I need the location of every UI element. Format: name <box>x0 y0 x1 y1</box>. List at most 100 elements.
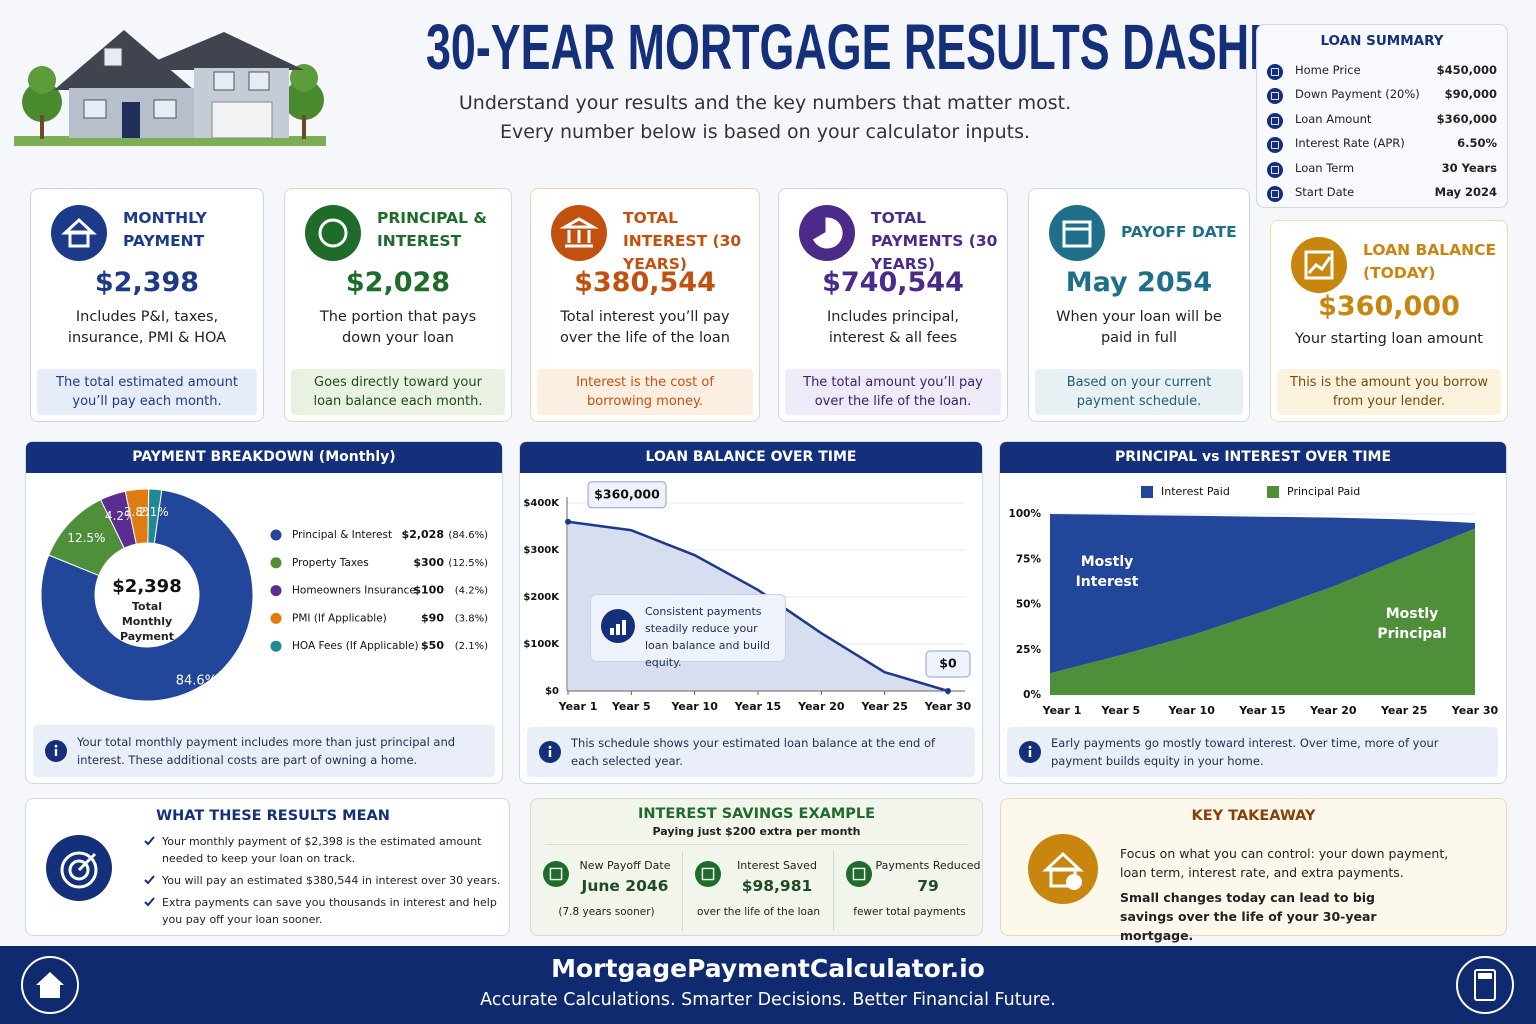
area-series <box>1050 514 1475 674</box>
x-tick-label: Year 15 <box>1238 704 1285 717</box>
summary-value: 30 Years <box>1441 160 1497 175</box>
x-tick-label: Year 25 <box>1380 704 1427 717</box>
interest-savings: INTEREST SAVINGS EXAMPLE Paying just $20… <box>530 798 983 936</box>
legend-swatch <box>270 585 282 597</box>
card-note: The total estimated amount you’ll pay ea… <box>37 369 257 415</box>
legend-swatch <box>1267 486 1279 498</box>
value-label: $360,000 <box>594 486 660 501</box>
info-note: This schedule shows your estimated loan … <box>527 727 975 777</box>
callout-text: Consistent payments steadily reduce your… <box>645 605 771 669</box>
legend-label: Principal & Interest <box>292 529 392 541</box>
x-tick-label: Year 1 <box>558 700 598 713</box>
icon <box>1049 205 1105 261</box>
section-subtitle: Paying just $200 extra per month <box>652 825 861 838</box>
metric-card: TOTAL PAYMENTS (30 YEARS) $740,544 Include… <box>778 188 1008 422</box>
bullet-text: Extra payments can save you thousands in… <box>162 896 497 926</box>
icon <box>551 205 607 261</box>
balance-line <box>567 520 949 693</box>
area-annotation: Mostly Interest <box>1075 554 1139 590</box>
bullet: Extra payments can save you thousands in… <box>144 894 506 928</box>
value-label: $0 <box>939 656 957 671</box>
title-wrap: 30-YEAR MORTGAGE RESULTS DASHBOARD <box>276 10 1413 84</box>
legend-swatch <box>270 529 282 541</box>
x-tick-label: Year 5 <box>611 700 651 713</box>
summary-value: $90,000 <box>1444 87 1497 102</box>
savings-label: New Payoff Date <box>579 859 671 872</box>
center-label: Total Monthly Payment <box>119 600 175 643</box>
panel-title: PAYMENT BREAKDOWN (Monthly) <box>26 442 502 473</box>
card-note: This is the amount you borrow from your … <box>1277 369 1501 415</box>
legend-amount: $100 <box>413 584 444 597</box>
legend-label: Homeowners Insurance <box>292 585 416 597</box>
house-illustration <box>14 30 326 146</box>
panel-title: PRINCIPAL vs INTEREST OVER TIME <box>1000 442 1506 473</box>
icon <box>305 205 361 261</box>
summary-label: Home Price <box>1295 63 1361 77</box>
y-tick-label: $300K <box>523 545 560 556</box>
summary-label: Start Date <box>1295 185 1355 199</box>
metric-card: MONTHLY PAYMENT $2,398 Includes P&I, taxes… <box>30 188 264 422</box>
legend-percent: (84.6%) <box>448 530 488 541</box>
legend-amount: $2,028 <box>402 528 444 541</box>
donut-center: $2,398 Total Monthly Payment <box>97 576 197 644</box>
icon <box>1267 88 1283 105</box>
footer-tagline: Accurate Calculations. Smarter Decisions… <box>480 990 1056 1010</box>
info-note: Your total monthly payment includes more… <box>33 725 495 777</box>
footer: MortgagePaymentCalculator.io Accurate Ca… <box>0 946 1536 1024</box>
card-note: Interest is the cost of borrowing money. <box>537 369 753 415</box>
pie-slice <box>147 488 163 545</box>
note-text: Your total monthly payment includes more… <box>77 735 456 767</box>
card-title: LOAN BALANCE (TODAY) <box>1363 241 1497 282</box>
legend-swatch <box>270 557 282 569</box>
y-tick-label: $0 <box>545 686 559 697</box>
x-tick-label: Year 30 <box>924 700 972 713</box>
loan-summary-title: LOAN SUMMARY <box>1320 33 1444 49</box>
y-tick-label: $200K <box>523 592 560 603</box>
card-title: TOTAL INTEREST (30 YEARS) <box>623 209 742 273</box>
legend-amount: $90 <box>421 611 444 624</box>
x-tick-label: Year 20 <box>1309 704 1357 717</box>
summary-value: May 2024 <box>1434 185 1497 199</box>
metric-card: PRINCIPAL & INTEREST $2,028 The portion th… <box>284 188 512 422</box>
legend-amount: $50 <box>421 639 444 652</box>
icon <box>1267 112 1283 129</box>
card-value: $380,544 <box>574 267 716 298</box>
legend-percent: (3.8%) <box>455 613 488 624</box>
savings-value: $98,981 <box>741 877 813 895</box>
card-description: Total interest you’ll pay over the life … <box>559 309 730 346</box>
point <box>565 518 571 525</box>
value-callout <box>587 481 667 509</box>
icon <box>846 861 872 887</box>
check-icon <box>144 897 155 907</box>
subtitle: Understand your results and the key numb… <box>330 89 1200 147</box>
x-tick-label: Year 5 <box>1100 704 1140 717</box>
y-tick-label: 75% <box>1016 553 1042 565</box>
x-tick-label: Year 1 <box>1042 704 1082 717</box>
divider <box>545 844 968 845</box>
icon <box>543 861 569 887</box>
section-title: INTEREST SAVINGS EXAMPLE <box>637 806 876 822</box>
card-note: Goes directly toward your loan balance e… <box>291 369 505 415</box>
takeaway-emphasis: Small changes today can lead to big savi… <box>1120 890 1377 943</box>
info-note: Early payments go mostly toward interest… <box>1007 727 1498 777</box>
home-icon <box>21 956 79 1014</box>
card-description: Your starting loan amount <box>1295 331 1483 347</box>
legend-label: PMI (If Applicable) <box>292 612 387 624</box>
card-note: The total amount you’ll pay over the lif… <box>785 369 1001 415</box>
summary-value: $450,000 <box>1436 63 1497 77</box>
summary-label: Interest Rate (APR) <box>1295 136 1405 151</box>
loan-summary: LOAN SUMMARY Home Price $450,000 Down Paym… <box>1256 24 1508 208</box>
subtitle-line: Every number below is based on your calc… <box>499 121 1031 143</box>
bullet-text: You will pay an estimated $380,544 in in… <box>162 874 501 887</box>
slice-label: 2.1% <box>138 505 169 519</box>
legend-label: Principal Paid <box>1287 485 1360 498</box>
legend-label: HOA Fees (If Applicable) <box>292 640 419 652</box>
x-tick-label: Year 10 <box>670 700 718 713</box>
takeaway-icon <box>1028 834 1098 904</box>
card-title: PRINCIPAL & INTEREST <box>377 209 487 250</box>
savings-item: Interest Saved $98,981 over the life of th… <box>682 851 833 931</box>
y-tick-label: 0% <box>1023 689 1041 701</box>
x-tick-label: Year 25 <box>860 700 907 713</box>
savings-value: June 2046 <box>581 877 669 895</box>
summary-label: Loan Amount <box>1295 111 1372 126</box>
